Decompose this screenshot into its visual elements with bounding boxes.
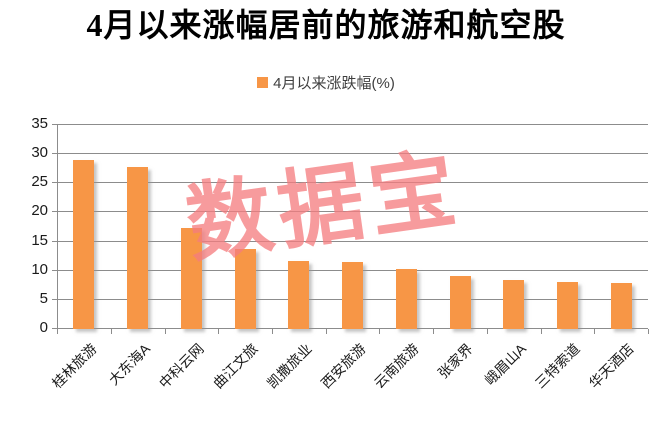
- x-axis-label: 云南旅游: [371, 340, 422, 392]
- gridline: [57, 240, 648, 242]
- x-axis-tick: [540, 329, 542, 334]
- x-axis-tick: [164, 329, 166, 334]
- x-axis-tick: [433, 329, 435, 334]
- x-axis-label: 张家界: [434, 340, 476, 382]
- legend-marker-icon: [257, 76, 269, 88]
- y-axis-tick: [52, 240, 57, 242]
- y-axis-tick: [52, 298, 57, 300]
- bar: [234, 248, 256, 329]
- gridline: [57, 124, 648, 125]
- y-axis-tick: [52, 269, 57, 271]
- x-axis-label: 大东海A: [105, 340, 154, 389]
- bar: [556, 282, 578, 329]
- x-axis-label: 峨眉山A: [481, 340, 530, 389]
- gridline: [57, 153, 648, 155]
- x-axis-tick: [218, 329, 220, 334]
- x-axis-label: 西安旅游: [317, 340, 369, 392]
- gridline: [57, 211, 648, 213]
- x-axis-label: 曲江文旅: [209, 340, 261, 392]
- bar: [73, 160, 95, 329]
- bar: [288, 261, 310, 329]
- x-axis-tick: [110, 329, 112, 334]
- x-axis-tick: [486, 329, 488, 334]
- y-axis-label: 0: [39, 319, 48, 336]
- x-axis-label: 华天酒店: [585, 340, 637, 392]
- y-axis-label: 35: [31, 115, 48, 132]
- chart-title: 4月以来涨幅居前的旅游和航空股: [86, 7, 566, 43]
- bar: [610, 283, 632, 329]
- bar: [180, 227, 202, 329]
- x-axis-tick: [325, 329, 327, 334]
- x-axis-tick: [648, 329, 649, 334]
- x-axis-tick: [57, 329, 58, 334]
- x-axis-tick: [271, 329, 273, 334]
- x-axis-label: 三特索道: [532, 340, 584, 392]
- bar: [342, 262, 363, 329]
- x-axis-label: 桂林旅游: [48, 340, 100, 392]
- bar: [449, 276, 471, 329]
- bar: [503, 280, 525, 329]
- y-axis-tick: [52, 211, 57, 213]
- y-axis-label: 25: [31, 173, 48, 191]
- legend-label: 4月以来涨跌幅(%): [273, 74, 395, 92]
- y-axis-label: 30: [31, 144, 48, 162]
- bar: [127, 167, 149, 329]
- legend: 4月以来涨跌幅(%): [0, 72, 652, 92]
- y-axis-label: 15: [31, 231, 48, 249]
- y-axis-label: 20: [31, 202, 48, 220]
- y-axis-tick: [52, 124, 57, 125]
- y-axis-tick: [52, 153, 57, 155]
- bar: [395, 269, 417, 329]
- x-axis-label: 凯撒旅业: [263, 340, 315, 392]
- x-axis-tick: [594, 329, 596, 334]
- y-axis-tick: [52, 182, 57, 184]
- y-axis-line: [57, 124, 58, 329]
- y-axis-label: 5: [39, 289, 48, 307]
- y-axis-tick: [52, 328, 57, 329]
- y-axis-label: 10: [31, 260, 48, 278]
- x-axis-label: 中科云网: [156, 340, 208, 392]
- gridline: [57, 182, 648, 184]
- x-axis-tick: [379, 329, 381, 334]
